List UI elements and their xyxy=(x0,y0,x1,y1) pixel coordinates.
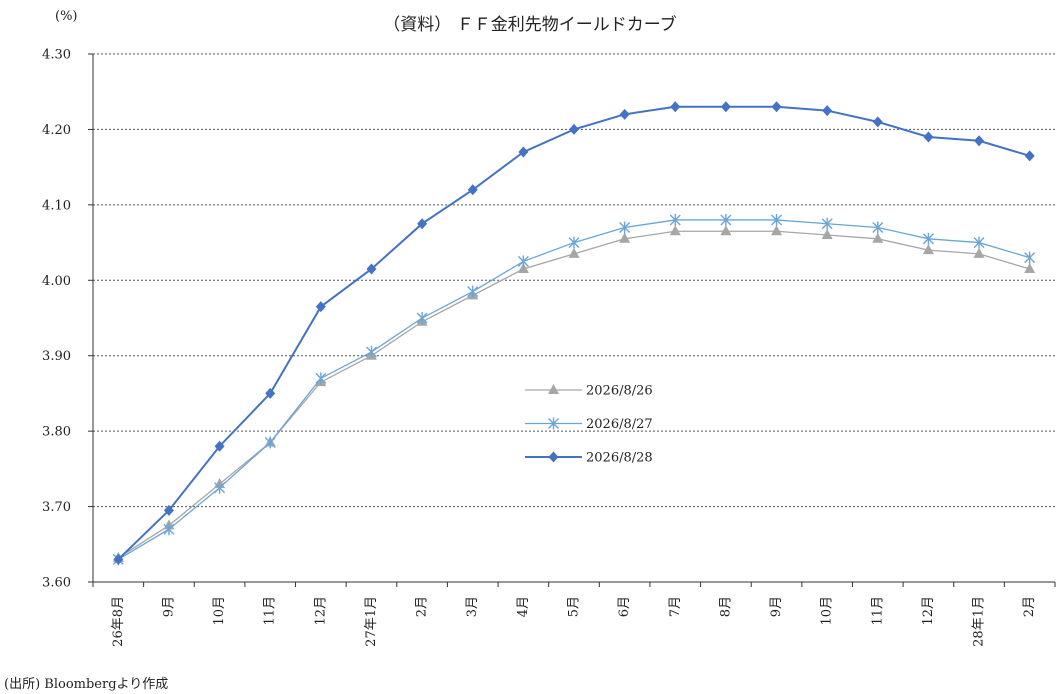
data-point xyxy=(821,229,833,240)
legend-item: 2026/8/27 xyxy=(525,417,653,432)
chart: (%) （資料） ＦＦ金利先物イールドカーブ 3.60 3.70 3.80 3.90 4… xyxy=(42,9,1056,647)
data-point xyxy=(821,217,833,230)
data-point xyxy=(365,345,377,358)
series-line xyxy=(117,105,1030,561)
x-tick-label: 10月 xyxy=(820,596,835,626)
data-point xyxy=(568,236,580,249)
chart-title: （資料） ＦＦ金利先物イールドカーブ xyxy=(383,14,676,35)
x-tick-label: 28年1月 xyxy=(972,596,987,647)
x-tick-label: 2月 xyxy=(1022,596,1037,617)
x-tick-label: 27年1月 xyxy=(364,596,379,647)
data-point xyxy=(113,553,124,565)
y-tick-label: 3.90 xyxy=(42,349,71,364)
data-point xyxy=(366,263,377,275)
data-point xyxy=(872,232,884,243)
data-point xyxy=(619,232,631,243)
y-tick-label: 4.00 xyxy=(42,274,71,289)
x-tick-label: 8月 xyxy=(718,596,733,617)
data-point xyxy=(163,523,175,536)
x-tick-label: 11月 xyxy=(870,596,885,626)
data-point xyxy=(974,135,985,147)
data-point xyxy=(1024,262,1036,273)
data-point xyxy=(265,387,276,399)
x-tick-label: 9月 xyxy=(769,596,784,617)
data-point xyxy=(1024,251,1036,264)
x-tick-label: 12月 xyxy=(921,596,936,626)
legend-label: 2026/8/26 xyxy=(586,384,653,399)
axes xyxy=(88,53,1056,587)
data-point xyxy=(1024,150,1035,162)
data-point xyxy=(720,213,732,226)
y-tick-label: 4.10 xyxy=(42,198,71,213)
y-tick-label: 4.30 xyxy=(42,48,71,63)
data-point xyxy=(771,213,783,226)
data-point xyxy=(467,184,478,196)
data-point xyxy=(872,221,884,234)
data-point xyxy=(517,262,529,273)
x-tick-label: 3月 xyxy=(465,596,480,617)
y-tick-label: 3.60 xyxy=(42,576,71,591)
series-2 xyxy=(113,101,1035,565)
x-tick-label: 7月 xyxy=(668,596,683,617)
data-point xyxy=(467,285,479,298)
data-point xyxy=(163,504,174,516)
x-tick-label: 11月 xyxy=(263,596,278,626)
data-point xyxy=(548,451,559,463)
x-tick-label: 4月 xyxy=(516,596,531,617)
legend: 2026/8/26 2026/8/27 2026/8/28 xyxy=(525,384,653,466)
data-point xyxy=(922,232,934,245)
data-point xyxy=(669,213,681,226)
x-tick-labels: 26年8月 9月 10月 11月 12月 27年1月 2月 3月 4月 5月 6月 7月 8月 9月 10月… xyxy=(111,596,1037,647)
data-point xyxy=(771,225,783,236)
source-note: (出所) Bloombergより作成 xyxy=(4,677,169,692)
data-point xyxy=(670,101,681,113)
data-point xyxy=(214,440,225,452)
data-point xyxy=(822,105,833,117)
y-tick-label: 3.80 xyxy=(42,425,71,440)
data-point xyxy=(214,481,226,494)
y-tick-label: 4.20 xyxy=(42,123,71,138)
data-point xyxy=(771,101,782,113)
data-point xyxy=(619,108,630,120)
x-tick-label: 12月 xyxy=(313,596,328,626)
grid-lines xyxy=(93,53,1055,508)
data-point xyxy=(872,116,883,128)
y-tick-labels: 3.60 3.70 3.80 3.90 4.00 4.10 4.20 4.30 xyxy=(42,48,71,591)
data-point xyxy=(416,312,428,324)
data-point xyxy=(669,225,681,236)
x-tick-label: 26年8月 xyxy=(111,596,126,647)
data-point xyxy=(973,247,985,258)
legend-label: 2026/8/27 xyxy=(586,417,653,432)
data-point xyxy=(315,372,327,385)
data-point xyxy=(720,101,731,113)
data-point xyxy=(569,123,579,135)
legend-label: 2026/8/28 xyxy=(586,451,653,466)
x-tick-label: 5月 xyxy=(567,596,582,617)
data-point xyxy=(315,301,326,313)
y-unit-label: (%) xyxy=(55,9,78,24)
data-point xyxy=(548,384,559,394)
data-point xyxy=(568,247,580,258)
data-point xyxy=(264,436,276,449)
data-point xyxy=(548,417,559,430)
series-0 xyxy=(112,225,1036,562)
data-point xyxy=(720,225,732,236)
data-point xyxy=(619,221,631,234)
series-group xyxy=(112,101,1036,566)
data-point xyxy=(518,146,529,158)
x-tick-label: 10月 xyxy=(212,596,227,626)
x-tick-label: 9月 xyxy=(161,596,176,617)
series-1 xyxy=(112,213,1036,566)
x-tick-label: 6月 xyxy=(617,596,632,617)
legend-item: 2026/8/28 xyxy=(525,451,653,466)
x-tick-label: 2月 xyxy=(415,596,430,617)
y-tick-label: 3.70 xyxy=(42,500,71,515)
data-point xyxy=(417,218,428,230)
data-point xyxy=(922,244,934,255)
data-point xyxy=(517,255,529,268)
data-point xyxy=(973,236,985,249)
data-point xyxy=(923,131,934,143)
legend-item: 2026/8/26 xyxy=(525,384,653,399)
